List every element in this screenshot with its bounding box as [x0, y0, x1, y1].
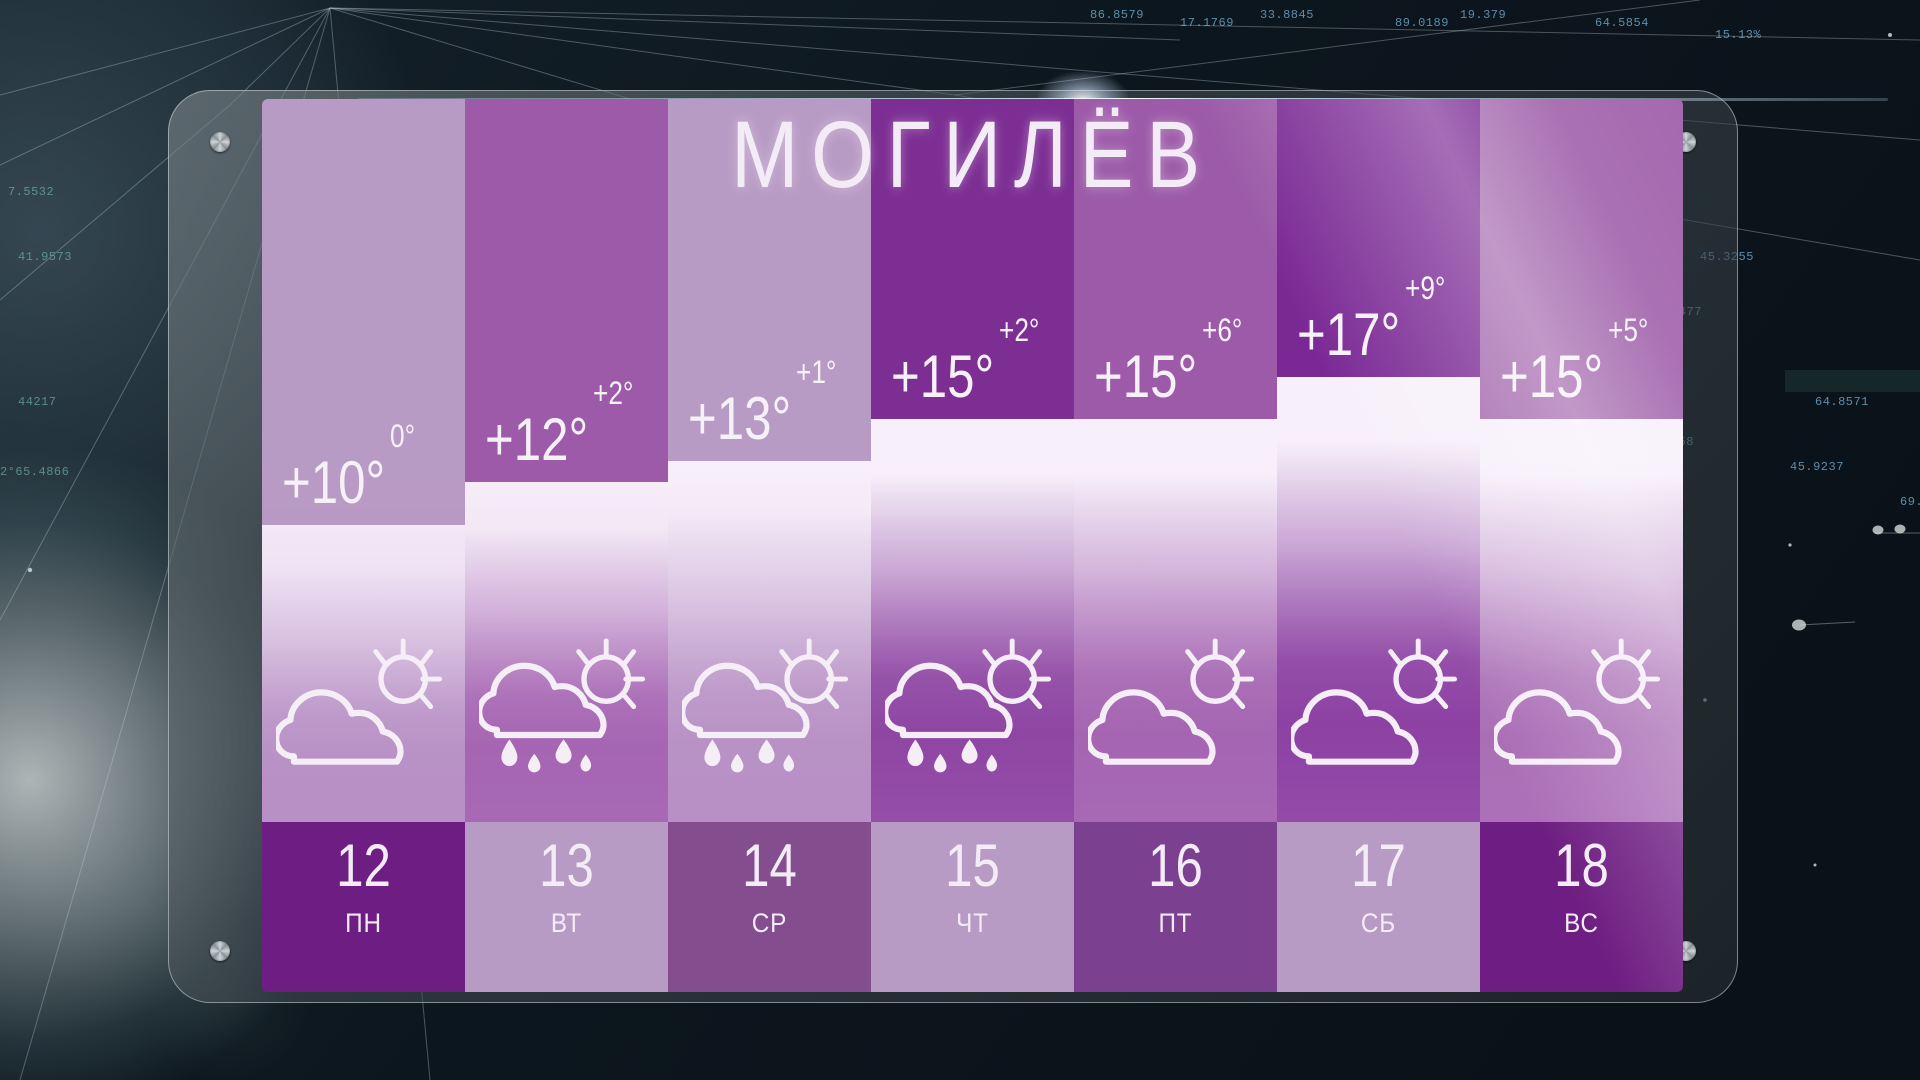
- svg-text:МОГИЛЁВ: МОГИЛЁВ: [731, 101, 1213, 208]
